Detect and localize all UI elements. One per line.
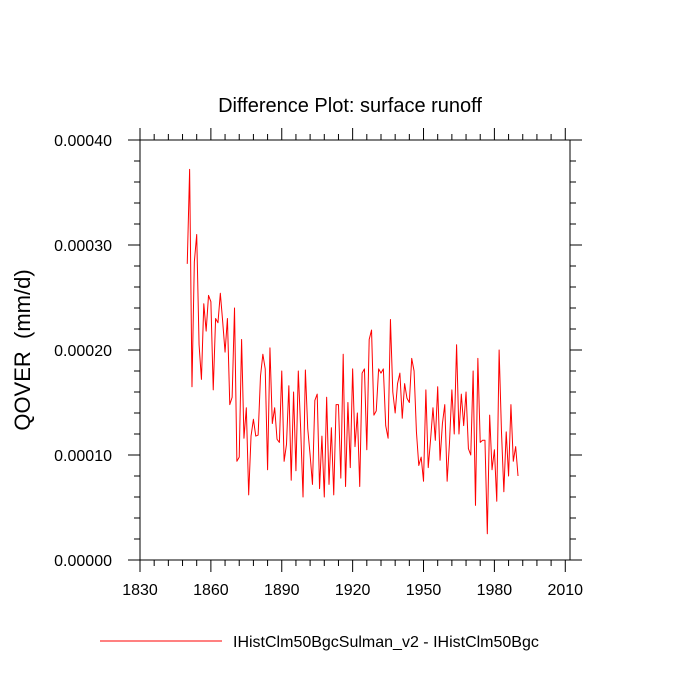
series-line [186,168,519,535]
y-tick-label: 0.00030 [54,238,112,255]
x-tick-label: 2010 [547,582,583,599]
chart-title: Difference Plot: surface runoff [218,95,482,117]
y-tick-labels: 0.00000 0.00010 0.00020 0.00030 0.00040 [54,133,112,570]
x-tick-label: 1890 [264,582,300,599]
axis-ticks [128,128,582,572]
x-tick-label: 1860 [193,582,229,599]
y-tick-label: 0.00000 [54,553,112,570]
y-tick-label: 0.00010 [54,448,112,465]
x-tick-labels: 1830 1860 1890 1920 1950 1980 2010 [122,582,583,599]
legend: IHistClm50BgcSulman_v2 - IHistClm50Bgc [100,634,539,651]
plot-frame [139,139,571,561]
legend-label: IHistClm50BgcSulman_v2 - IHistClm50Bgc [233,634,539,651]
series-layer [186,168,519,535]
y-tick-label: 0.00040 [54,133,112,150]
x-tick-label: 1950 [406,582,442,599]
x-tick-label: 1980 [477,582,513,599]
y-axis-label: QOVER (mm/d) [10,269,35,430]
x-tick-label: 1920 [335,582,371,599]
y-tick-label: 0.00020 [54,343,112,360]
x-tick-label: 1830 [122,582,158,599]
